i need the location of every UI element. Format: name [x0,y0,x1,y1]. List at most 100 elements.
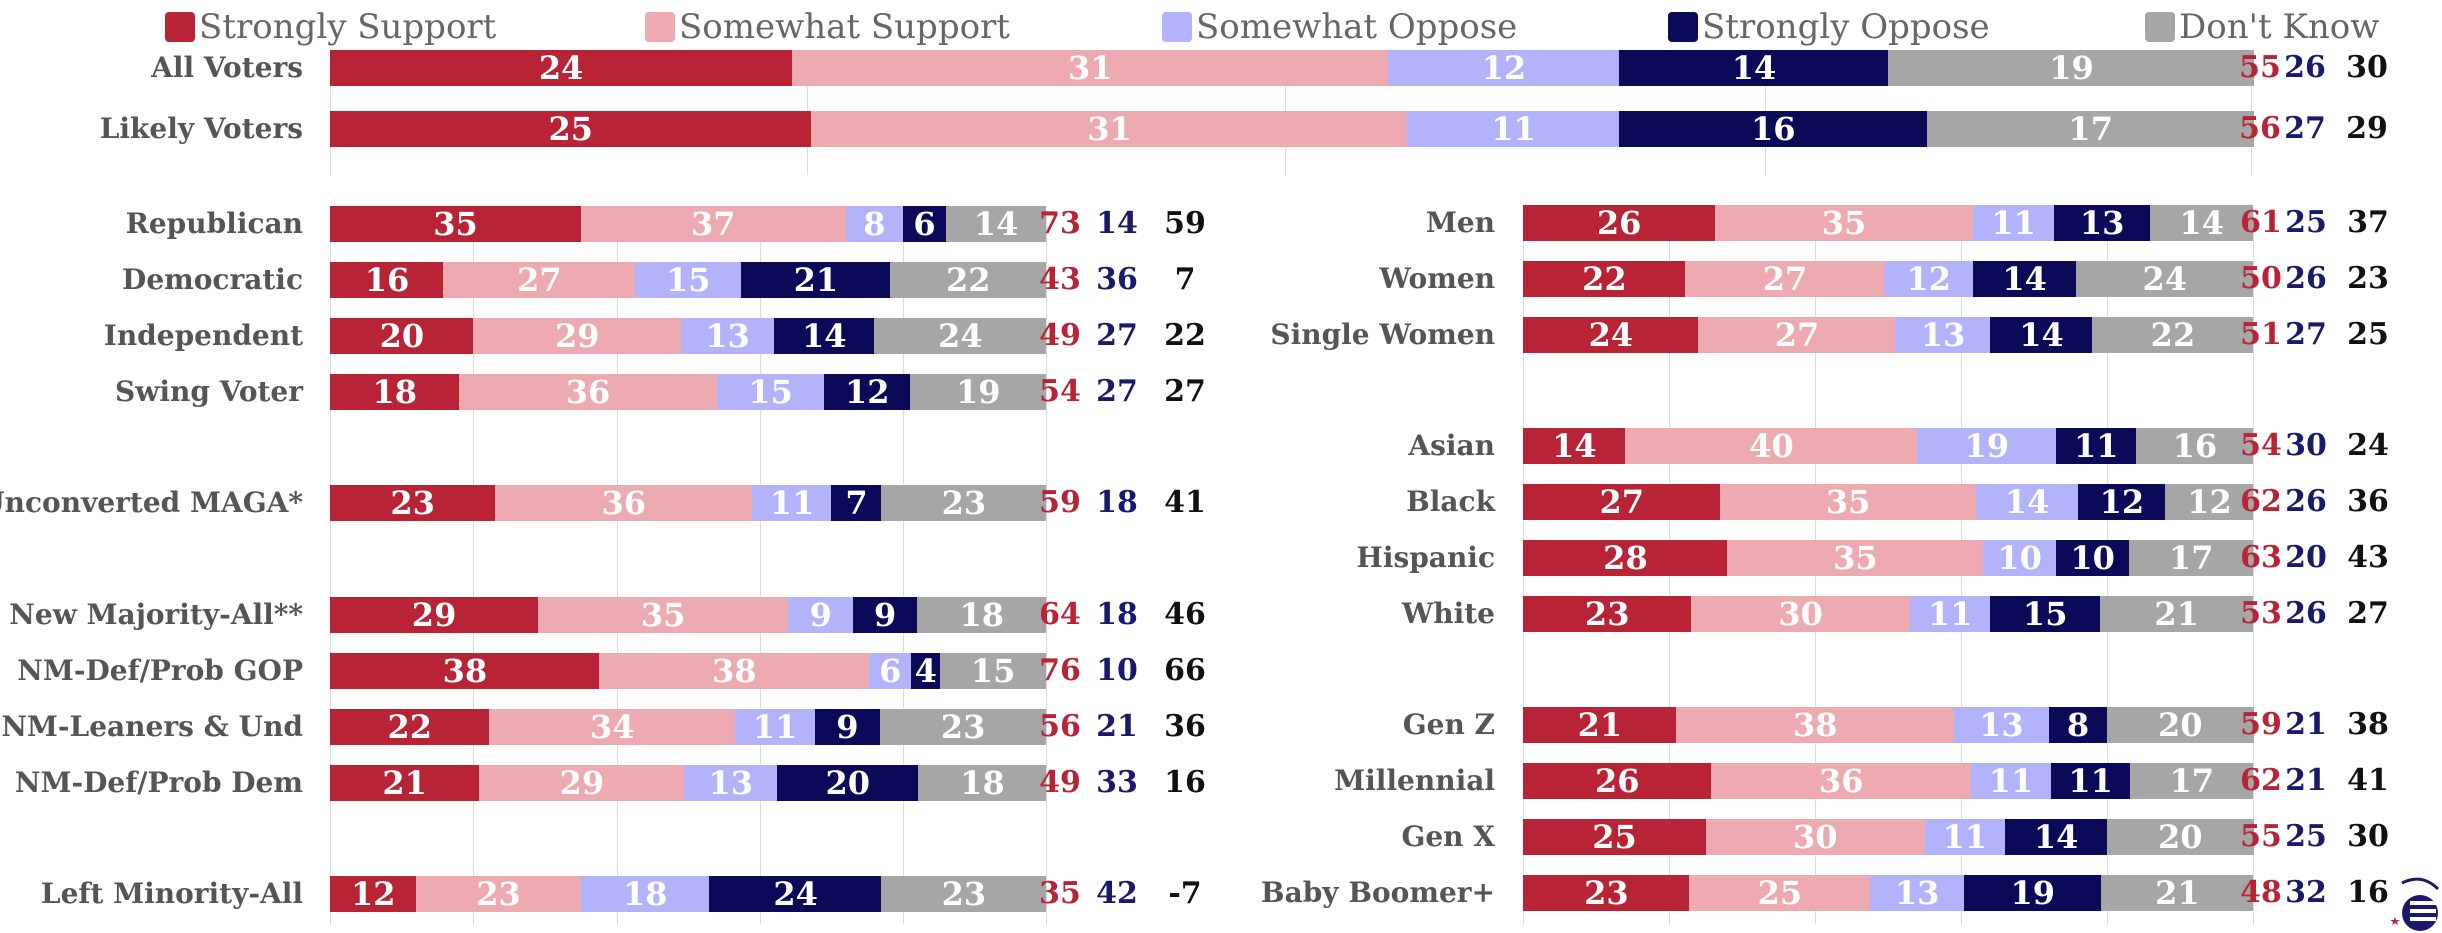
total-oppose: 21 [1096,709,1138,744]
bar-segment: 27 [1523,484,1721,520]
bar-segment: 26 [1523,205,1716,241]
data-label: 35 [640,597,686,633]
data-label: 19 [2010,875,2056,911]
bar-segment: 35 [1714,205,1974,241]
bar-segment: 14 [2004,819,2108,855]
total-support: 49 [1039,318,1081,353]
net-difference: 46 [1164,597,1206,632]
data-label: 18 [372,374,417,410]
stacked-bar: 24 31 12 14 19 [330,50,2255,86]
data-label: 14 [1731,50,1777,86]
data-label: 29 [559,765,605,801]
data-label: 15 [748,374,793,410]
data-label: 23 [1584,596,1630,632]
total-oppose: 26 [2285,596,2327,631]
total-oppose: 26 [2285,484,2327,519]
legend-swatch [2145,12,2175,42]
bar-segment: 36 [494,485,753,521]
row-label: Single Women [1270,318,1495,351]
bar-segment: 8 [2048,707,2108,743]
data-label: 40 [1749,428,1794,464]
bar-segment: 25 [1523,819,1706,855]
bar-segment: 20 [330,318,474,354]
bar-segment: 30 [1690,596,1911,632]
bar-segment: 11 [1971,763,2052,799]
total-support: 61 [2240,205,2282,240]
data-label: 7 [845,485,868,521]
gridline [1046,212,1047,925]
gridline [473,212,474,925]
bar-segment: 27 [443,262,636,298]
row-label: Millennial [1334,764,1495,797]
data-label: 26 [1596,205,1642,241]
bar-segment: 23 [1523,875,1690,911]
data-label: 27 [517,262,562,298]
bar-segment: 34 [489,709,736,745]
stacked-bar: 21 29 13 20 18 [330,765,1047,801]
row-label: Asian [1408,429,1495,462]
net-difference: -7 [1168,876,1202,911]
net-difference: 16 [1164,765,1206,800]
data-label: 11 [769,485,815,521]
bar-segment: 23 [415,876,582,912]
total-support: 48 [2240,875,2282,910]
total-oppose: 10 [1096,653,1138,688]
legend-swatch [1668,12,1698,42]
net-difference: 30 [2347,819,2389,854]
total-support: 55 [2239,50,2281,85]
bar-segment: 36 [1710,763,1972,799]
bar-segment: 12 [2077,484,2166,520]
data-label: 16 [364,262,410,298]
total-oppose: 27 [2284,111,2326,146]
net-difference: 24 [2347,428,2389,463]
data-label: 10 [1997,540,2042,576]
total-oppose: 42 [1096,876,1138,911]
data-label: 36 [565,374,611,410]
bar-segment: 12 [2165,484,2254,520]
row-label: Black [1406,485,1495,518]
row-label: Republican [125,207,303,240]
bar-segment: 23 [879,709,1047,745]
net-difference: 41 [1164,485,1206,520]
data-label: 13 [2079,205,2125,241]
bar-segment: 23 [1523,596,1692,632]
bar-segment: 18 [330,374,460,410]
data-label: 9 [809,597,832,633]
data-label: 14 [1552,428,1597,464]
bar-segment: 10 [1982,540,2057,576]
data-label: 31 [1087,111,1132,147]
bar-segment: 23 [881,876,1047,912]
total-oppose: 27 [2285,317,2327,352]
bar-segment: 19 [1917,428,2057,464]
bar-segment: 15 [716,374,825,410]
total-support: 62 [2240,763,2282,798]
total-support: 56 [2239,111,2281,146]
data-label: 23 [1584,875,1629,911]
bar-segment: 17 [2128,540,2254,576]
total-oppose: 27 [1096,374,1138,409]
stacked-bar: 12 23 18 24 23 [330,876,1047,912]
total-oppose: 21 [2285,763,2327,798]
stacked-bar: 21 38 13 8 20 [1523,707,2254,743]
data-label: 6 [913,206,936,242]
data-label: 24 [1588,317,1634,353]
data-label: 28 [1603,540,1648,576]
data-label: 34 [590,709,635,745]
data-label: 14 [2004,484,2050,520]
legend-item: Somewhat Support [645,4,1010,50]
net-difference: 41 [2347,763,2389,798]
bar-segment: 20 [2107,819,2254,855]
total-support: 59 [2240,707,2282,742]
data-label: 18 [623,876,668,912]
total-oppose: 26 [2285,261,2327,296]
stacked-bar: 24 27 13 14 22 [1523,317,2254,353]
bar-segment: 14 [1619,50,1889,86]
bar-segment: 8 [845,206,904,242]
data-label: 14 [973,206,1019,242]
bar-segment: 38 [1676,707,1955,743]
bar-segment: 21 [330,765,480,801]
total-oppose: 25 [2285,205,2327,240]
data-label: 24 [773,876,818,912]
bar-segment: 27 [1685,261,1885,297]
row-label: All Voters [151,51,303,84]
